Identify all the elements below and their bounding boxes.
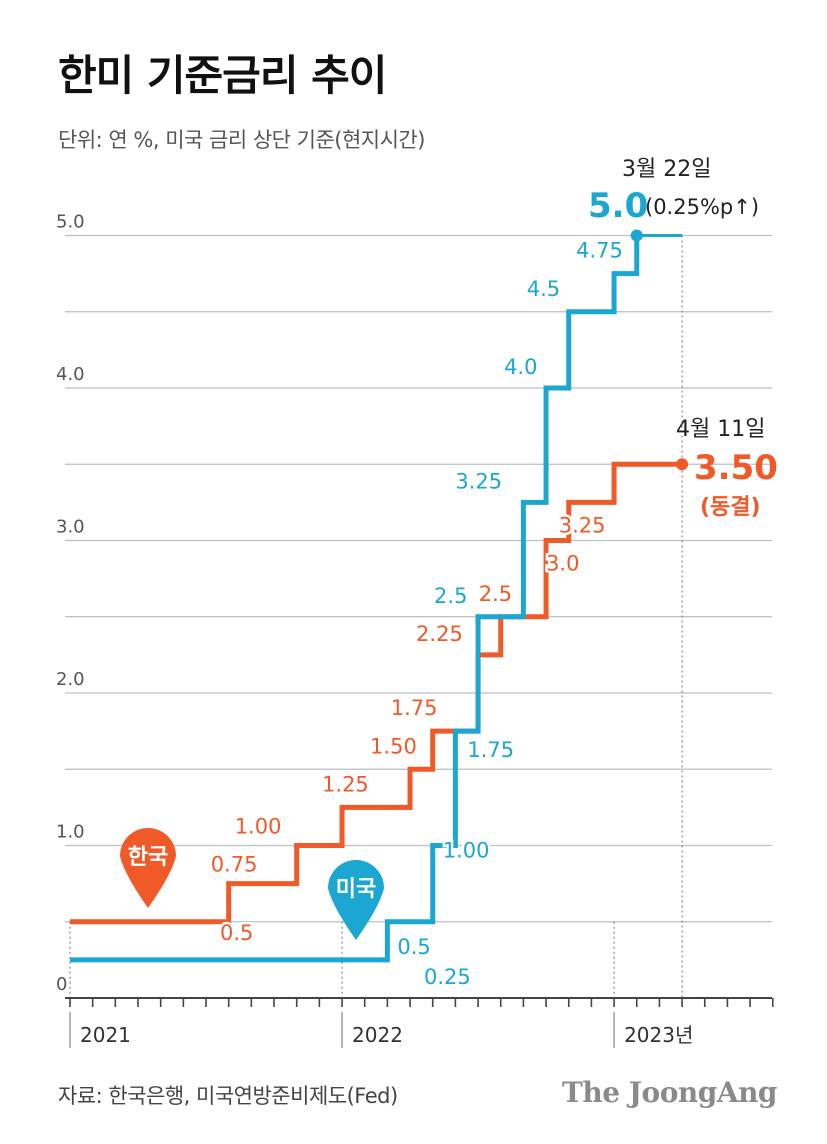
us-annotation-date: 3월 22일 [622, 157, 711, 182]
us-data-label: 4.0 [504, 355, 537, 379]
korea-badge: 한국 [120, 828, 176, 908]
source-note: 자료: 한국은행, 미국연방준비제도(Fed) [58, 1084, 398, 1108]
korea-annotation: 4월 11일 3.50 (동결) [676, 417, 778, 520]
us-data-label: 1.75 [467, 738, 514, 762]
chart-subtitle: 단위: 연 %, 미국 금리 상단 기준(현지시간) [58, 128, 425, 152]
korea-data-label: 3.25 [559, 513, 606, 537]
brand-logo: The JoongAng [562, 1076, 777, 1109]
y-tick-label: 0 [56, 974, 67, 995]
x-tick-label: 2021 [80, 1023, 131, 1047]
korea-badge-label: 한국 [128, 845, 168, 870]
korea-data-label: 2.5 [479, 582, 512, 606]
korea-data-label: 0.5 [220, 921, 253, 945]
korea-data-label: 0.75 [211, 853, 258, 877]
data-labels: 0.5 0.75 1.00 1.251.50 1.75 2.25 2.5 3.0 3.25 0.2… [208, 236, 625, 991]
us-badge: 미국 [328, 860, 384, 940]
korea-data-label: 3.0 [546, 552, 579, 576]
us-badge-label: 미국 [336, 877, 376, 902]
us-rate-line [70, 235, 640, 963]
us-annotation-note: (0.25%p↑) [645, 195, 759, 219]
us-annotation-value: 5.0 [588, 186, 648, 226]
y-tick-label: 4.0 [56, 364, 85, 385]
series-layer [70, 229, 689, 963]
y-tick-label: 1.0 [56, 822, 85, 843]
us-data-label: 0.25 [424, 965, 471, 989]
us-data-label: 2.5 [434, 584, 467, 608]
korea-data-label: 1.50 [370, 734, 417, 758]
us-data-label: 4.5 [527, 277, 560, 301]
us-data-label: 4.75 [576, 239, 623, 263]
us-data-label: 1.00 [443, 839, 490, 863]
korea-data-label: 1.75 [391, 696, 438, 720]
x-tick-label: 2022 [352, 1023, 403, 1047]
annotations: 3월 22일 5.0(0.25%p↑) 4월 11일 3.50 (동결) [588, 157, 778, 520]
chart-title: 한미 기준금리 추이 [58, 51, 387, 100]
korea-annotation-value: 3.50 [694, 448, 778, 488]
grid-layer [65, 234, 772, 998]
us-annotation: 3월 22일 5.0(0.25%p↑) [588, 157, 759, 226]
us-data-label: 3.25 [455, 469, 502, 493]
korea-data-label: 1.00 [235, 815, 282, 839]
y-tick-label: 5.0 [56, 212, 85, 233]
us-data-label: 0.5 [397, 935, 430, 959]
korea-data-label: 2.25 [416, 622, 463, 646]
korea-annotation-date: 4월 11일 [676, 417, 765, 442]
y-tick-labels: 0 1.0 2.0 3.0 4.0 5.0 [56, 212, 85, 996]
us-end-point [630, 229, 643, 242]
y-tick-label: 2.0 [56, 669, 85, 690]
korea-data-label: 1.25 [322, 772, 369, 796]
x-tick-label: 2023년 [624, 1023, 693, 1047]
x-axis: 2021 2022 2023년 [65, 997, 774, 1048]
korea-annotation-note: (동결) [700, 495, 761, 520]
korea-end-point [676, 458, 689, 471]
y-tick-label: 3.0 [56, 517, 85, 538]
